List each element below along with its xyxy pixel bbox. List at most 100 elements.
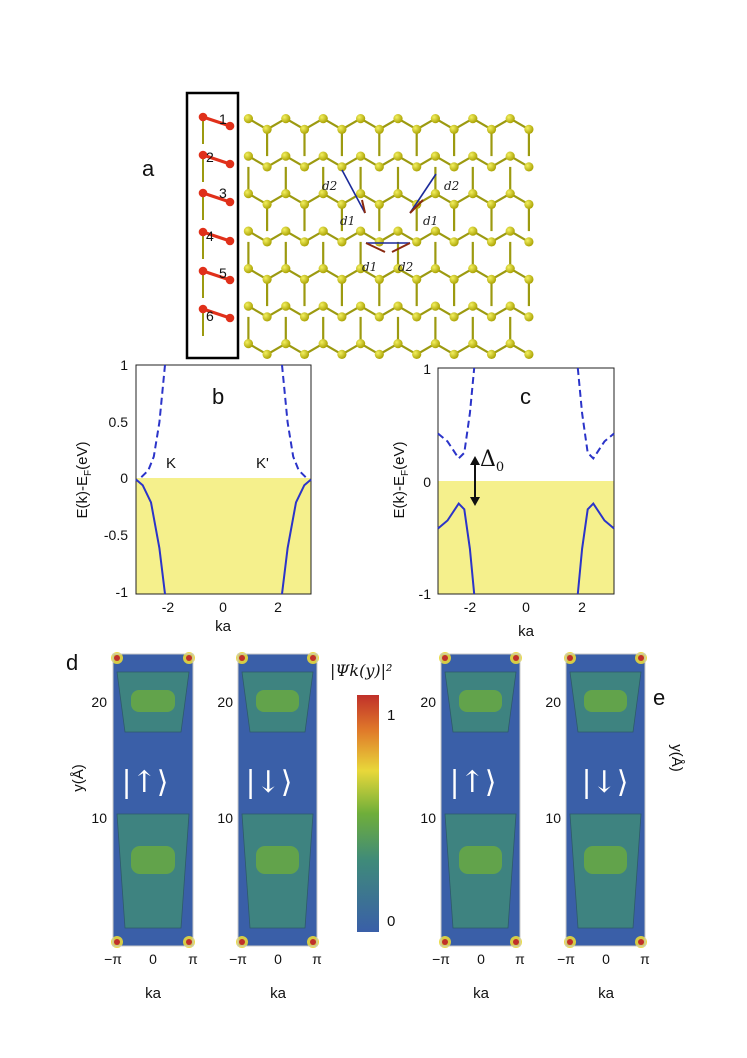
- panel-a-label: a: [142, 156, 155, 181]
- carbon-atom: [468, 114, 478, 124]
- y-tick: -0.5: [104, 527, 128, 543]
- ket-up-label: |↑⟩: [122, 765, 169, 800]
- map-frame: [565, 653, 646, 947]
- density-contour: [584, 690, 627, 712]
- x-tick: −π: [557, 951, 575, 967]
- x-tick: 0: [522, 599, 530, 615]
- carbon-atom: [281, 301, 291, 311]
- edge-atom: [198, 266, 208, 276]
- carbon-atom: [262, 274, 272, 284]
- carbon-atom: [412, 124, 422, 134]
- density-hotspot: [239, 939, 245, 945]
- density-contour: [256, 846, 299, 874]
- panel-c-chart: Δ0 c 1 0 -1 -2 0 2 ka E(k)-EF(eV): [391, 361, 615, 640]
- carbon-atom: [356, 264, 366, 274]
- carbon-atom: [486, 312, 497, 322]
- valence-band-line: [135, 478, 166, 595]
- carbon-atom: [524, 124, 534, 134]
- carbon-atom: [299, 312, 310, 322]
- x-tick: π: [640, 951, 650, 967]
- carbon-atom: [281, 151, 291, 161]
- ket-down-label: |↓⟩: [582, 765, 629, 800]
- density-hotspot: [114, 939, 120, 945]
- density-hotspot: [186, 939, 192, 945]
- carbon-atom: [505, 114, 515, 124]
- carbon-atom: [430, 301, 440, 311]
- conduction-band-line: [437, 367, 476, 460]
- x-axis-label: ka: [473, 985, 490, 1002]
- carbon-atom: [356, 114, 366, 124]
- density-contour: [131, 690, 175, 712]
- density-contour: [459, 690, 502, 712]
- carbon-atom: [524, 237, 534, 247]
- carbon-atom: [281, 264, 291, 274]
- carbon-atom: [393, 226, 403, 236]
- carbon-atom: [430, 264, 440, 274]
- carbon-atom: [412, 312, 422, 322]
- density-contour: [584, 846, 627, 874]
- density-contour: [131, 846, 175, 874]
- y-tick: -1: [419, 586, 432, 602]
- y-axis-label: E(k)-EF(eV): [74, 442, 94, 519]
- carbon-atom: [262, 199, 272, 209]
- vector-d1-label: d1: [362, 260, 377, 274]
- carbon-atom: [486, 124, 497, 134]
- vector-d2-label: d2: [444, 179, 459, 193]
- x-ticks: -2 0 2: [162, 599, 282, 615]
- colorbar-min: 0: [387, 913, 395, 930]
- carbon-atom: [318, 264, 328, 274]
- y-axis-label: E(k)-EF(eV): [391, 442, 411, 519]
- carbon-atom: [318, 114, 328, 124]
- site-number: 4: [206, 228, 214, 244]
- density-hotspot: [310, 939, 316, 945]
- carbon-atom: [524, 349, 534, 359]
- carbon-atom: [318, 151, 328, 161]
- band-curves: [135, 364, 312, 595]
- edge-atom: [198, 304, 208, 314]
- y-ticks: 1 0.5 0 -0.5 -1: [104, 357, 128, 600]
- ket-down-label: |↓⟩: [246, 765, 293, 800]
- map-frame: [237, 653, 318, 947]
- carbon-atom: [468, 264, 478, 274]
- y-ticks: 1 0 -1: [419, 361, 432, 602]
- carbon-atom: [449, 237, 459, 247]
- x-axis-label: ka: [598, 985, 615, 1002]
- carbon-atom: [356, 151, 366, 161]
- colorbar: |Ψk(y)|² 1 0: [330, 661, 395, 932]
- y-tick: 1: [120, 357, 128, 373]
- edge-atom: [198, 188, 208, 198]
- heatmap-x-ticks: −π 0 π −π 0 π −π 0 π −π 0 π: [104, 951, 650, 967]
- carbon-atom: [374, 162, 384, 172]
- carbon-atom: [243, 189, 253, 199]
- y-tick: 0.5: [109, 414, 129, 430]
- carbon-atom: [374, 349, 384, 359]
- occupied-region: [136, 478, 311, 594]
- plot-frame: [437, 367, 615, 595]
- carbon-atom: [468, 301, 478, 311]
- carbon-atom: [318, 339, 328, 349]
- y-tick: 20: [420, 694, 436, 710]
- valence-band-line: [281, 478, 312, 595]
- carbon-atom: [243, 339, 253, 349]
- edge-atom: [225, 275, 235, 285]
- density-hotspot: [513, 655, 519, 661]
- density-hotspot: [638, 655, 644, 661]
- carbon-atom: [486, 349, 497, 359]
- x-tick: -2: [464, 599, 477, 615]
- carbon-atom: [281, 189, 291, 199]
- y-tick: 20: [545, 694, 561, 710]
- k-point-label: K: [166, 455, 176, 472]
- x-tick: −π: [229, 951, 247, 967]
- carbon-atom: [337, 124, 347, 134]
- carbon-atom: [356, 339, 366, 349]
- edge-atom: [198, 150, 208, 160]
- y-tick: 20: [217, 694, 233, 710]
- y-tick: 10: [91, 810, 107, 826]
- carbon-atom: [337, 349, 347, 359]
- vector-d1-label: d1: [423, 214, 438, 228]
- band-curves: [437, 367, 615, 595]
- carbon-atom: [449, 312, 459, 322]
- edge-atom: [198, 227, 208, 237]
- panel-b-chart: b K K' 1 0.5 0 -0.5 -1 -2 0 2 ka E(k)-EF…: [74, 357, 312, 635]
- conduction-band-line: [281, 364, 307, 478]
